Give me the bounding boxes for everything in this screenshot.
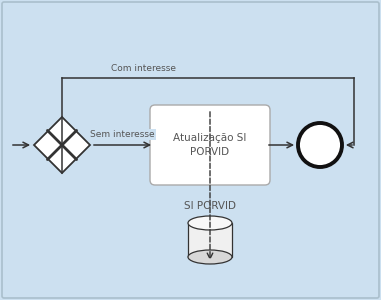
Text: Atualização SI
PORVID: Atualização SI PORVID [173,133,247,157]
FancyBboxPatch shape [2,2,379,298]
Text: SI PORVID: SI PORVID [184,201,236,211]
Polygon shape [34,117,90,173]
Text: Com interesse: Com interesse [111,64,176,73]
Text: Sem interesse: Sem interesse [90,130,155,139]
Ellipse shape [188,250,232,264]
Ellipse shape [188,216,232,230]
Circle shape [298,123,342,167]
FancyBboxPatch shape [150,105,270,185]
Bar [188,223,232,257]
